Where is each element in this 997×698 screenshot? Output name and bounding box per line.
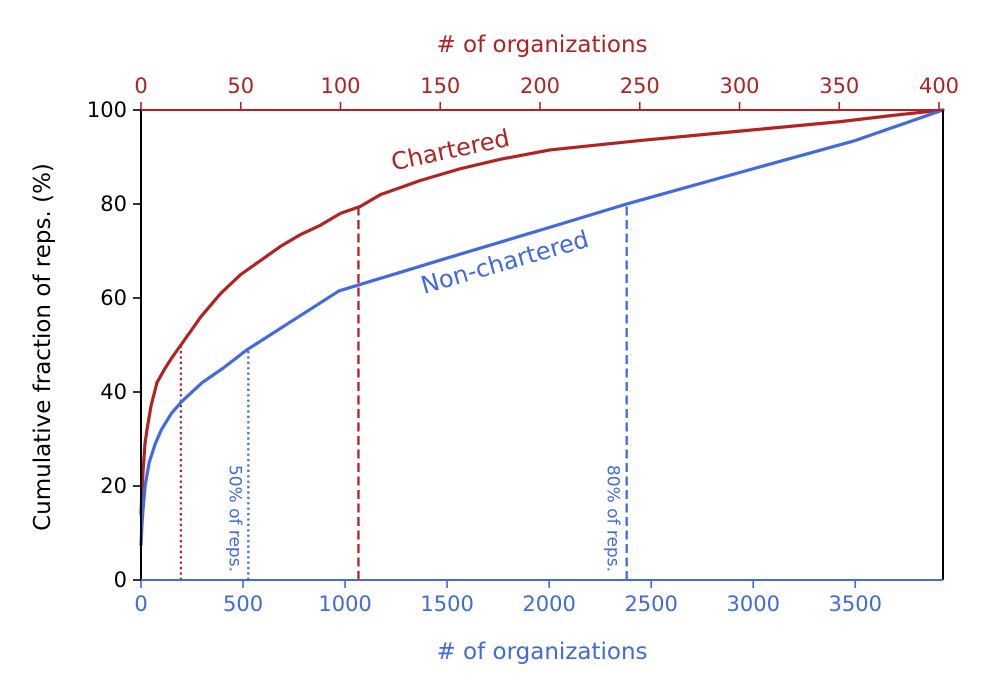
- y-tick-label: 0: [114, 568, 127, 592]
- x-bottom-tick-label: 2500: [624, 592, 677, 616]
- x-top-tick-label: 350: [819, 74, 859, 98]
- x-bottom-tick-label: 2000: [522, 592, 575, 616]
- x-bottom-axis-label: # of organizations: [436, 639, 647, 665]
- x-bottom-tick-label: 1500: [420, 592, 473, 616]
- y-tick-label: 40: [100, 380, 127, 404]
- x-top-tick-label: 300: [719, 74, 759, 98]
- x-bottom-tick-label: 1000: [318, 592, 371, 616]
- y-tick-label: 100: [87, 98, 127, 122]
- reference-lines: 50% of reps. 80% of reps.: [179, 204, 628, 580]
- x-top-tick-label: 400: [919, 74, 959, 98]
- x-top-tick-label: 150: [420, 74, 460, 98]
- series-line-non-chartered: [139, 108, 945, 547]
- y-axis-label: Cumulative fraction of reps. (%): [30, 163, 56, 531]
- annotation-label-non-chartered-80: 80% of reps.: [603, 465, 623, 572]
- series-lines: [139, 108, 945, 547]
- x-top-tick-label: 100: [320, 74, 360, 98]
- x-bottom-tick-label: 3000: [726, 592, 779, 616]
- series-label-chartered: Chartered: [389, 124, 512, 176]
- x-top-tick-label: 0: [134, 74, 147, 98]
- y-tick-label: 60: [100, 286, 127, 310]
- series-label-non-chartered: Non-chartered: [418, 225, 592, 300]
- series-line-chartered: [139, 108, 945, 516]
- x-top-axis-label: # of organizations: [436, 32, 647, 58]
- x-top-tick-label: 200: [520, 74, 560, 98]
- annotation-label-non-chartered-50: 50% of reps.: [224, 465, 244, 572]
- x-bottom-tick-label: 500: [223, 592, 263, 616]
- x-bottom-tick-label: 3500: [829, 592, 882, 616]
- x-top-tick-label: 250: [620, 74, 660, 98]
- x-top-tick-label: 50: [227, 74, 254, 98]
- y-tick-label: 80: [100, 192, 127, 216]
- y-tick-label: 20: [100, 474, 127, 498]
- x-bottom-tick-label: 0: [134, 592, 147, 616]
